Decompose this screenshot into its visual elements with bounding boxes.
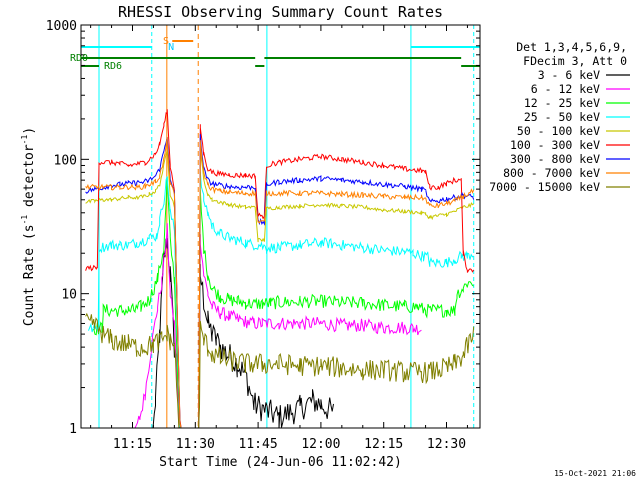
legend-entry-label: 25 - 50 keV <box>524 110 600 124</box>
s-marker-label: S <box>163 36 169 47</box>
series-layer <box>85 109 475 429</box>
x-tick-label: 12:00 <box>301 437 340 452</box>
x-axis-ticks: 11:15 11:30 11:45 12:00 12:15 12:30 <box>90 25 468 452</box>
series-line <box>111 223 422 429</box>
y-axis-label-mid: detector <box>22 144 37 215</box>
y-axis-ticks: 1 10 100 1000 <box>46 19 480 437</box>
legend-entry-label: 50 - 100 keV <box>517 124 600 138</box>
series-line <box>88 171 474 429</box>
legend-entry-label: 7000 - 15000 keV <box>489 180 600 194</box>
legend-header-line1: Det 1,3,4,5,6,9, <box>516 40 627 54</box>
y-axis-label-main: Count Rate (s <box>22 224 37 326</box>
x-tick-label: 11:30 <box>176 437 215 452</box>
x-tick-label: 11:45 <box>239 437 278 452</box>
x-tick-label: 12:30 <box>427 437 466 452</box>
legend-entry-label: 300 - 800 keV <box>510 152 600 166</box>
series-line <box>85 149 475 429</box>
y-axis-label: Count Rate (s-1 detector-1) <box>20 127 37 326</box>
x-tick-label: 11:15 <box>113 437 152 452</box>
status-flag-lines <box>81 40 480 67</box>
rd0-flag-label: RD0 <box>70 53 88 64</box>
y-tick-label: 1 <box>69 422 77 437</box>
plot-frame <box>80 24 481 429</box>
series-line <box>85 312 475 429</box>
legend-entry-label: 3 - 6 keV <box>538 68 600 82</box>
y-tick-label: 100 <box>54 153 77 168</box>
y-axis-label-sup2: -1 <box>20 134 29 144</box>
chart-title: RHESSI Observing Summary Count Rates <box>118 3 443 21</box>
legend-entry-label: 100 - 300 keV <box>510 138 600 152</box>
footer-date: 15-Oct-2021 21:06 <box>554 469 636 478</box>
series-line <box>85 134 475 429</box>
vertical-marker-lines <box>98 25 475 428</box>
legend-entry-label: 6 - 12 keV <box>531 82 600 96</box>
y-tick-label: 1000 <box>46 19 77 34</box>
y-axis-label-sup1: -1 <box>20 215 29 225</box>
series-line <box>92 176 474 429</box>
x-axis-label: Start Time (24-Jun-06 11:02:42) <box>159 455 402 470</box>
x-tick-label: 12:15 <box>364 437 403 452</box>
legend-header-line2: FDecim 3, Att 0 <box>523 54 627 68</box>
y-tick-label: 10 <box>61 288 77 303</box>
y-axis-label-end: ) <box>22 127 37 135</box>
series-line <box>85 109 475 429</box>
rd6-flag-label: RD6 <box>104 61 122 72</box>
legend-entry-label: 12 - 25 keV <box>524 96 600 110</box>
series-line <box>85 136 475 429</box>
n-marker-label: N <box>168 42 174 53</box>
legend-entry-label: 800 - 7000 keV <box>503 166 600 180</box>
